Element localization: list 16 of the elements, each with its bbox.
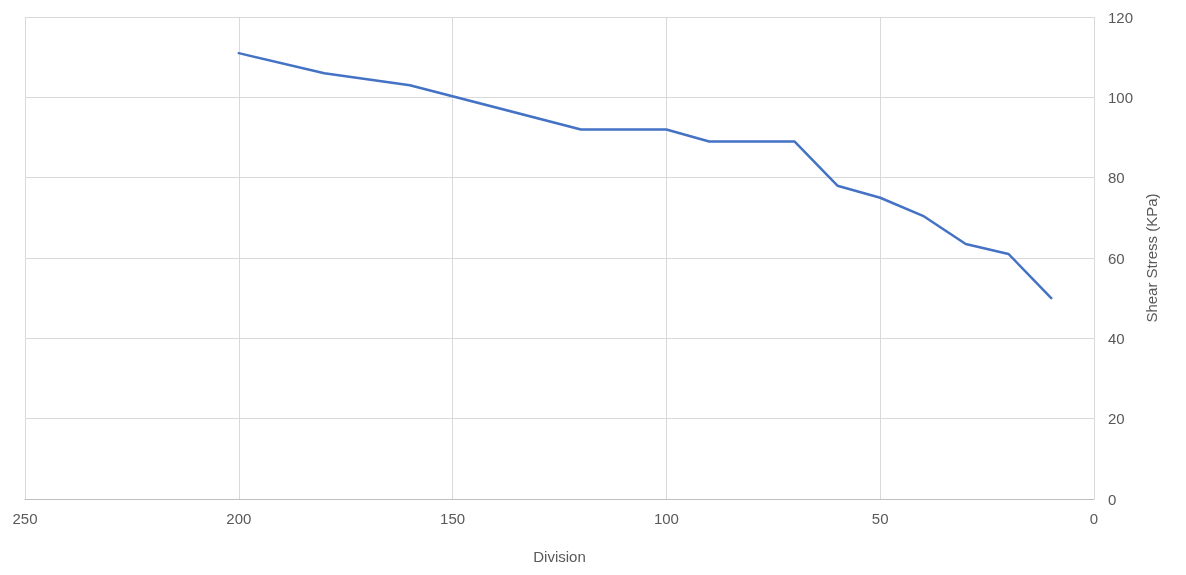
y-axis-title: Shear Stress (KPa) xyxy=(1143,193,1160,323)
x-tick-label: 0 xyxy=(1089,510,1099,527)
y-tick-label: 0 xyxy=(1108,490,1117,508)
y-tick-label: 20 xyxy=(1108,410,1125,428)
x-tick-label: 200 xyxy=(226,510,252,527)
x-tick-label: 150 xyxy=(440,510,466,527)
line-series xyxy=(237,51,1053,300)
x-axis-title: Division xyxy=(533,548,586,565)
y-tick-label: 120 xyxy=(1108,8,1134,26)
y-tick-label: 40 xyxy=(1108,329,1125,347)
x-tick-label: 100 xyxy=(653,510,679,527)
y-tick-label: 100 xyxy=(1108,88,1134,106)
x-tick-label: 250 xyxy=(12,510,38,527)
x-tick-label: 50 xyxy=(871,510,889,527)
y-tick-label: 60 xyxy=(1108,249,1125,267)
y-tick-label: 80 xyxy=(1108,169,1125,187)
